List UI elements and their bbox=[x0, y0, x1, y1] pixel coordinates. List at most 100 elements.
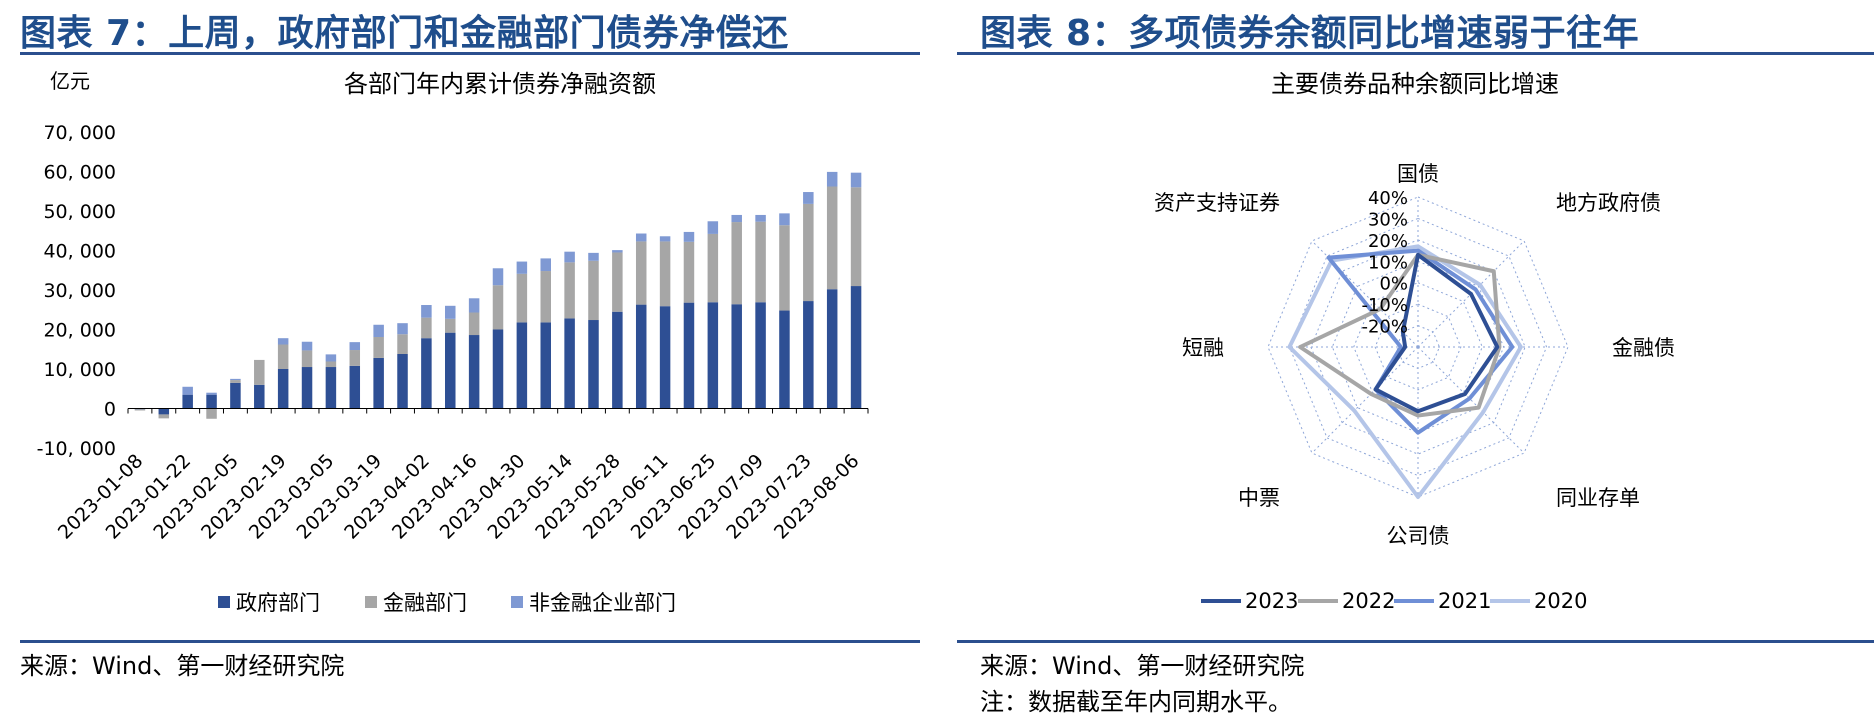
y-tick-label: 0 bbox=[104, 399, 116, 421]
radar-series-2023 bbox=[1373, 252, 1500, 414]
radial-tick-label: 40% bbox=[1368, 188, 1408, 209]
figure-title: 图表 8：多项债券余额同比增速弱于往年 bbox=[980, 13, 1640, 54]
bar-nonfin bbox=[468, 298, 480, 313]
bar-nonfin bbox=[373, 324, 384, 338]
legend-swatch bbox=[365, 596, 377, 608]
y-tick-label: 70, 000 bbox=[43, 122, 116, 144]
bar-fin bbox=[659, 241, 671, 307]
bar-gov bbox=[635, 304, 647, 409]
bar-fin bbox=[564, 262, 575, 319]
bar-nonfin bbox=[445, 305, 456, 319]
bar-nonfin bbox=[731, 214, 742, 223]
bar-fin bbox=[540, 271, 551, 323]
bar-fin bbox=[826, 186, 838, 290]
axis-category-label: 资产支持证券 bbox=[1154, 191, 1280, 215]
bar-gov bbox=[325, 367, 337, 409]
bar-nonfin bbox=[755, 214, 766, 222]
bar-gov bbox=[707, 302, 719, 409]
bar-gov bbox=[564, 318, 575, 409]
bar-gov bbox=[301, 367, 313, 409]
bar-gov bbox=[421, 338, 432, 409]
bar-fin bbox=[707, 233, 719, 303]
radar-series-2020 bbox=[1287, 244, 1523, 499]
bar-gov bbox=[492, 329, 504, 409]
left-panel: 图表 7：上周，政府部门和金融部门债券净偿还 各部门年内累计债券净融资额 亿元 -1… bbox=[0, 0, 920, 720]
bar-fin bbox=[421, 317, 432, 339]
bar-fin bbox=[516, 273, 528, 323]
radar-series-2021 bbox=[1326, 248, 1515, 435]
right-panel: 图表 8：多项债券余额同比增速弱于往年 主要债券品种余额同比增速 -20% -10%… bbox=[957, 0, 1874, 720]
radar-grid-ring bbox=[1288, 217, 1548, 477]
legend-label: 金融部门 bbox=[383, 591, 467, 615]
bar-gov bbox=[612, 311, 623, 409]
bar-fin bbox=[397, 334, 408, 354]
bar-fin bbox=[588, 260, 599, 321]
bar-gov bbox=[230, 382, 241, 409]
bar-fin bbox=[134, 409, 146, 411]
bar-gov bbox=[158, 408, 170, 415]
bar-fin bbox=[373, 337, 384, 358]
bar-nonfin bbox=[564, 251, 575, 263]
y-tick-label: 50, 000 bbox=[43, 201, 116, 223]
bar-nonfin bbox=[301, 341, 313, 351]
bar-gov bbox=[445, 332, 456, 409]
y-tick-label: 10, 000 bbox=[43, 359, 116, 381]
radar-grid-ring bbox=[1267, 196, 1569, 498]
bar-nonfin bbox=[707, 221, 719, 234]
axis-category-label: 公司债 bbox=[1387, 524, 1450, 548]
bar-fin bbox=[731, 222, 742, 305]
bar-fin bbox=[468, 312, 480, 336]
y-tick-label: 60, 000 bbox=[43, 162, 116, 184]
axis-category-label: 金融债 bbox=[1612, 336, 1675, 360]
radar-grid-ring bbox=[1374, 303, 1462, 391]
bar-nonfin bbox=[397, 323, 408, 335]
radial-tick-label: 20% bbox=[1368, 231, 1408, 252]
axis-category-label: 地方政府债 bbox=[1556, 191, 1661, 215]
y-tick-label: 40, 000 bbox=[43, 241, 116, 263]
title-rule bbox=[957, 52, 1874, 55]
bar-fin bbox=[158, 414, 170, 419]
chart-title: 各部门年内累计债券净融资额 bbox=[344, 70, 656, 98]
bar-gov bbox=[277, 369, 289, 409]
bar-fin bbox=[325, 361, 337, 368]
radial-tick-label: 30% bbox=[1368, 209, 1408, 230]
bar-gov bbox=[588, 320, 599, 409]
legend-label: 2022 bbox=[1342, 589, 1395, 613]
bar-nonfin bbox=[206, 392, 217, 395]
bar-gov bbox=[206, 394, 217, 409]
bar-nonfin bbox=[850, 172, 862, 188]
y-tick-label: -10, 000 bbox=[37, 438, 116, 460]
bar-gov bbox=[683, 302, 695, 409]
bar-gov bbox=[755, 302, 766, 409]
y-tick-label: 20, 000 bbox=[43, 320, 116, 342]
source-text: 来源：Wind、第一财经研究院 bbox=[20, 652, 345, 680]
bar-gov bbox=[659, 306, 671, 409]
bar-nonfin bbox=[349, 342, 361, 351]
legend-swatch bbox=[511, 596, 523, 608]
bar-nonfin bbox=[635, 233, 647, 242]
bar-gov bbox=[182, 394, 193, 409]
radar-series-2022 bbox=[1298, 252, 1502, 418]
bar-nonfin bbox=[612, 250, 623, 253]
bar-nonfin bbox=[826, 171, 838, 187]
legend-label: 2021 bbox=[1438, 589, 1491, 613]
legend-label: 非金融企业部门 bbox=[529, 591, 676, 615]
bar-fin bbox=[349, 350, 361, 366]
footer-rule bbox=[957, 640, 1874, 643]
bar-gov bbox=[803, 301, 814, 409]
radar-spoke bbox=[1311, 346, 1419, 454]
bar-gov bbox=[397, 353, 408, 409]
bar-gov bbox=[349, 365, 361, 409]
bar-gov bbox=[540, 322, 551, 409]
stacked-bar-chart: 各部门年内累计债券净融资额 亿元 -10, 000 0 10, 000 20, 000 30… bbox=[37, 69, 869, 615]
bar-fin bbox=[277, 344, 289, 369]
bar-fin bbox=[779, 225, 790, 311]
radar-spoke bbox=[1417, 346, 1525, 454]
radial-tick-label: -10% bbox=[1361, 295, 1408, 316]
footer-rule bbox=[20, 640, 920, 643]
bar-fin bbox=[492, 285, 504, 330]
figure-title: 图表 7：上周，政府部门和金融部门债券净偿还 bbox=[20, 13, 789, 54]
legend-label: 政府部门 bbox=[236, 591, 320, 615]
bar-gov bbox=[850, 286, 862, 409]
axis-category-label: 短融 bbox=[1182, 336, 1224, 360]
